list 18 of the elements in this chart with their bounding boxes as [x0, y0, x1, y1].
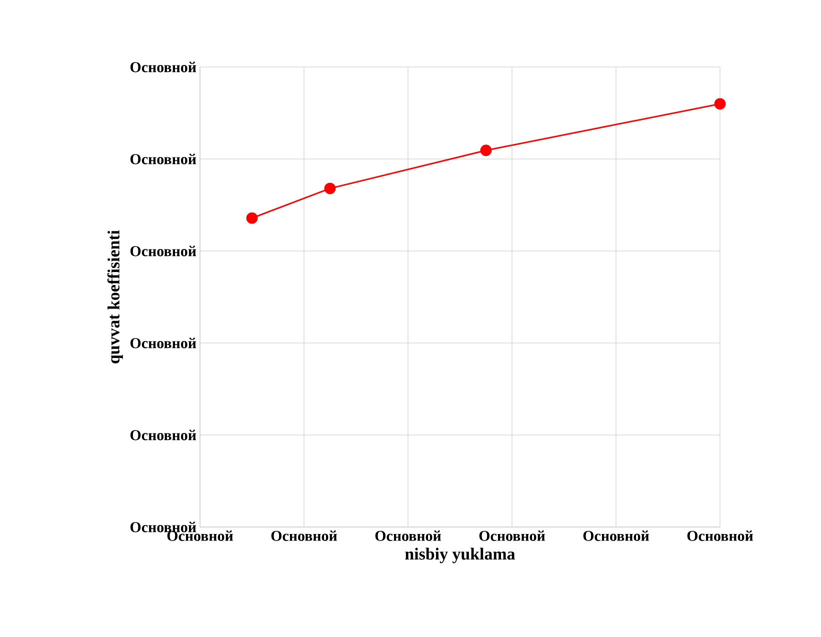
text: Основной [130, 62, 196, 72]
text: Основной [130, 154, 196, 164]
text: Основной [130, 430, 196, 440]
point [714, 98, 726, 110]
y-axis-title: quvvat koeffisienti [107, 230, 123, 364]
point [480, 144, 492, 156]
x-tick-label: Основной [167, 530, 233, 541]
x-tick-label: Основной [687, 530, 753, 541]
x-tick-label: Основной [583, 530, 649, 541]
point [246, 212, 258, 224]
text: Основной [130, 522, 196, 532]
x-tick-label: Основной [271, 530, 337, 541]
x-axis-title: nisbiy yuklama [405, 548, 516, 564]
text: Основной [130, 338, 196, 348]
x-tick-label: Основной [479, 530, 545, 541]
text: Основной [130, 246, 196, 256]
x-tick-label: Основной [375, 530, 441, 541]
point [324, 182, 336, 194]
